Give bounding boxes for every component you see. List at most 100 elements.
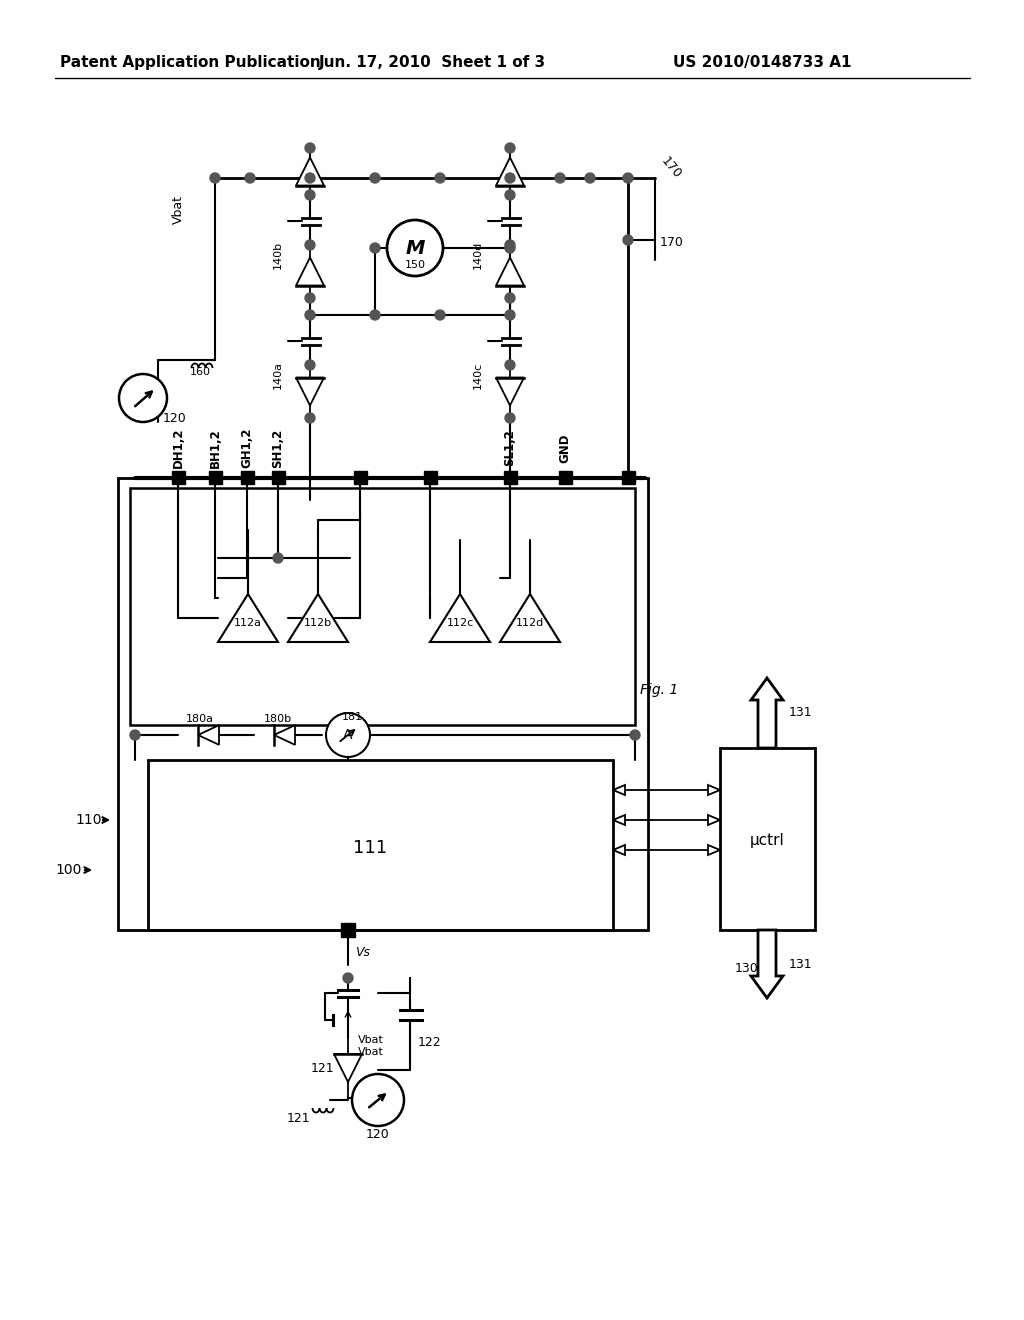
Circle shape (305, 413, 315, 422)
Circle shape (305, 293, 315, 304)
Text: GND: GND (558, 433, 571, 463)
Text: 131: 131 (790, 706, 813, 719)
Circle shape (305, 173, 315, 183)
Bar (354, 471, 367, 484)
Text: 112b: 112b (304, 618, 332, 628)
Text: 180a: 180a (186, 714, 214, 723)
Bar (424, 471, 437, 484)
Circle shape (505, 360, 515, 370)
Text: US 2010/0148733 A1: US 2010/0148733 A1 (673, 54, 851, 70)
Circle shape (505, 243, 515, 253)
Circle shape (305, 240, 315, 249)
Text: 120: 120 (163, 412, 186, 425)
Text: 121: 121 (287, 1111, 310, 1125)
Circle shape (370, 173, 380, 183)
Polygon shape (751, 931, 783, 998)
Circle shape (505, 413, 515, 422)
Circle shape (630, 730, 640, 741)
Bar (559, 471, 572, 484)
Bar (130, 488, 635, 725)
Polygon shape (708, 814, 720, 825)
Circle shape (505, 190, 515, 201)
Polygon shape (430, 594, 490, 642)
Text: 110: 110 (76, 813, 102, 828)
Polygon shape (496, 257, 524, 285)
Circle shape (130, 730, 140, 741)
Circle shape (273, 553, 283, 564)
Text: 160: 160 (190, 367, 211, 378)
Text: Vbat: Vbat (358, 1035, 384, 1045)
Circle shape (370, 310, 380, 319)
Text: 140d: 140d (473, 240, 483, 269)
Circle shape (585, 173, 595, 183)
Bar (341, 923, 355, 937)
Polygon shape (218, 594, 278, 642)
Circle shape (370, 243, 380, 253)
Text: 120: 120 (367, 1129, 390, 1142)
Polygon shape (500, 594, 560, 642)
Text: GH1,2: GH1,2 (241, 428, 254, 469)
Text: 112c: 112c (446, 618, 474, 628)
Polygon shape (613, 785, 625, 795)
Bar (720, 748, 815, 931)
Circle shape (505, 293, 515, 304)
Polygon shape (613, 814, 625, 825)
Text: Vbat: Vbat (171, 195, 184, 224)
Bar (148, 760, 613, 931)
Text: Vbat: Vbat (358, 1047, 384, 1057)
Text: Jun. 17, 2010  Sheet 1 of 3: Jun. 17, 2010 Sheet 1 of 3 (318, 54, 546, 70)
Text: 111: 111 (353, 840, 387, 857)
Circle shape (387, 220, 443, 276)
Circle shape (343, 973, 353, 983)
Polygon shape (288, 594, 348, 642)
Text: 112d: 112d (516, 618, 544, 628)
Circle shape (435, 173, 445, 183)
Circle shape (505, 173, 515, 183)
Circle shape (305, 360, 315, 370)
Text: Vs: Vs (355, 945, 370, 958)
Text: 100: 100 (55, 863, 82, 876)
Polygon shape (334, 1053, 362, 1082)
Text: SL1,2: SL1,2 (504, 429, 516, 466)
Bar (504, 471, 517, 484)
Text: 121: 121 (310, 1061, 334, 1074)
Text: 131: 131 (790, 957, 813, 970)
Polygon shape (708, 845, 720, 855)
Bar (209, 471, 222, 484)
Circle shape (305, 143, 315, 153)
Bar (118, 478, 648, 931)
Text: BH1,2: BH1,2 (209, 428, 221, 467)
Polygon shape (296, 257, 324, 285)
Text: 122: 122 (418, 1035, 441, 1048)
Bar (172, 471, 185, 484)
Text: 170: 170 (660, 235, 684, 248)
Text: M: M (406, 239, 425, 257)
Circle shape (245, 173, 255, 183)
Text: 140c: 140c (473, 362, 483, 388)
Text: 181: 181 (341, 711, 362, 722)
Text: 180b: 180b (264, 714, 292, 723)
Polygon shape (296, 378, 324, 405)
Circle shape (623, 235, 633, 246)
Polygon shape (613, 845, 625, 855)
Text: A: A (343, 729, 352, 742)
Polygon shape (198, 725, 219, 744)
Circle shape (305, 190, 315, 201)
Polygon shape (751, 678, 783, 748)
Text: SH1,2: SH1,2 (271, 429, 285, 467)
Polygon shape (496, 378, 524, 405)
Polygon shape (708, 785, 720, 795)
Text: μctrl: μctrl (750, 833, 784, 847)
Circle shape (326, 713, 370, 756)
Circle shape (505, 310, 515, 319)
Circle shape (305, 310, 315, 319)
Circle shape (435, 310, 445, 319)
Text: Patent Application Publication: Patent Application Publication (59, 54, 321, 70)
Text: 130: 130 (735, 961, 759, 974)
Text: Fig. 1: Fig. 1 (640, 682, 678, 697)
Text: 112a: 112a (234, 618, 262, 628)
Circle shape (555, 173, 565, 183)
Text: 140b: 140b (273, 242, 283, 269)
Polygon shape (274, 725, 295, 744)
Text: 170: 170 (658, 154, 683, 181)
